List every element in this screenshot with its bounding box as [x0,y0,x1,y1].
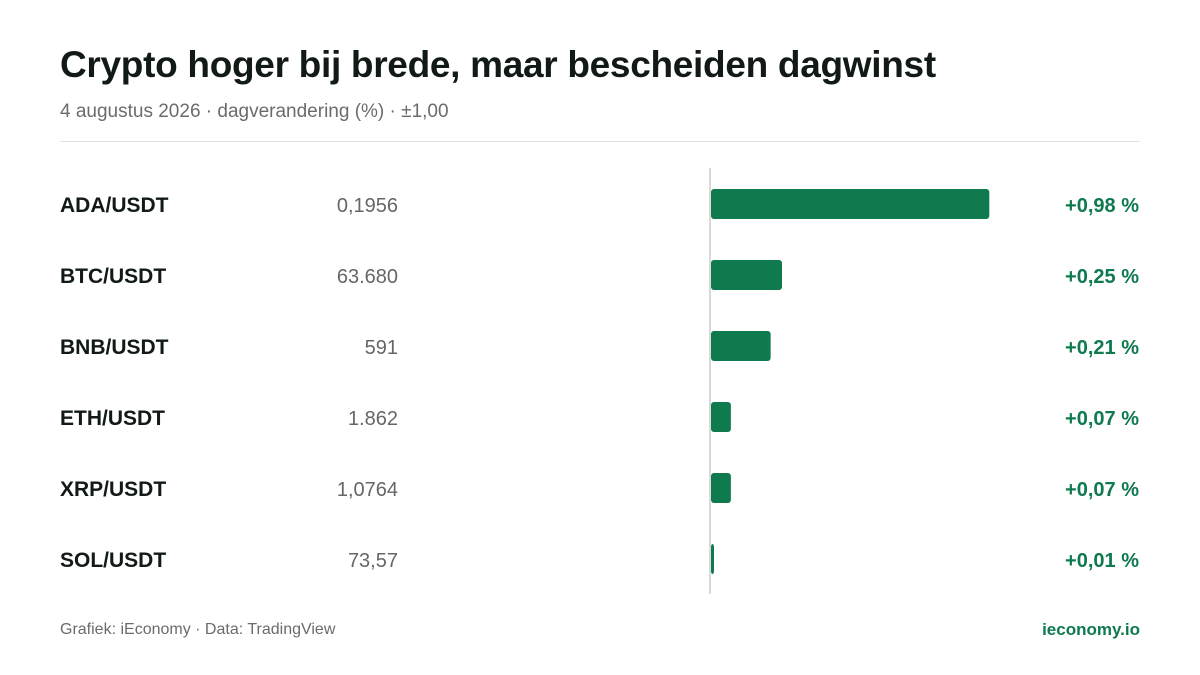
change-bar [711,402,731,432]
price-label: 0,1956 [337,195,398,217]
chart-title: Crypto hoger bij brede, maar bescheiden … [60,44,936,85]
header-divider [60,141,1140,142]
change-value-label: +0,98 % [1065,195,1139,217]
price-label: 591 [365,337,398,359]
source-credit: Grafiek: iEconomy · Data: TradingView [60,621,336,638]
change-value-label: +0,25 % [1065,266,1139,288]
change-value-label: +0,07 % [1065,479,1139,501]
bar-row: ETH/USDT 1.862 +0,07 % [60,402,1139,432]
price-label: 1.862 [348,408,398,430]
price-label: 63.680 [337,266,398,288]
pair-label: BNB/USDT [60,336,169,359]
change-bar [711,189,990,219]
pair-label: ADA/USDT [60,194,169,217]
bar-row: XRP/USDT 1,0764 +0,07 % [60,473,1139,503]
bar-row: BTC/USDT 63.680 +0,25 % [60,260,1139,290]
change-value-label: +0,07 % [1065,408,1139,430]
change-bar [711,331,771,361]
change-bar [711,473,731,503]
change-bar [711,544,714,574]
pair-label: XRP/USDT [60,478,166,501]
price-label: 1,0764 [337,479,398,501]
pair-label: SOL/USDT [60,549,166,572]
bar-row: BNB/USDT 591 +0,21 % [60,331,1139,361]
change-bar-chart: ADA/USDT 0,1956 +0,98 % BTC/USDT 63.680 +0,25… [60,168,1139,594]
bar-row: ADA/USDT 0,1956 +0,98 % [60,189,1139,219]
change-bar [711,260,782,290]
chart-subtitle: 4 augustus 2026 · dagverandering (%) · ±… [60,101,449,122]
pair-label: ETH/USDT [60,407,165,430]
brand-link[interactable]: ieconomy.io [1042,620,1140,639]
price-label: 73,57 [348,550,398,572]
change-value-label: +0,21 % [1065,337,1139,359]
pair-label: BTC/USDT [60,265,166,288]
bar-row: SOL/USDT 73,57 +0,01 % [60,544,1139,574]
change-value-label: +0,01 % [1065,550,1139,572]
